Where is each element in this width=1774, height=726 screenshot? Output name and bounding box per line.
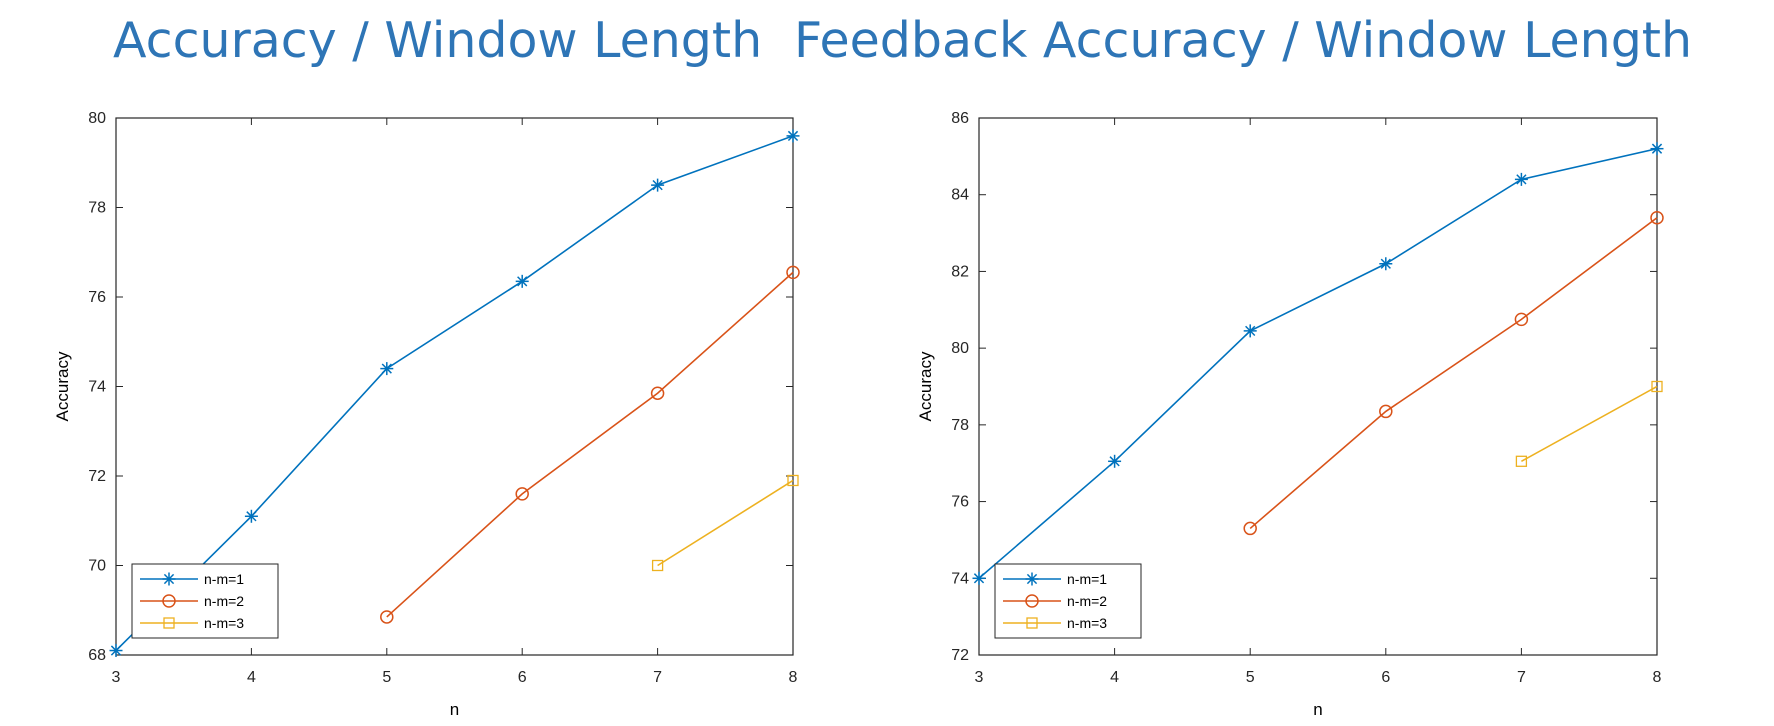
data-point-n-m=1-stroke <box>1651 143 1663 154</box>
data-point-n-m=2 <box>786 265 800 280</box>
data-point-n-m=1 <box>1514 172 1528 186</box>
legend-label-n-m=3: n-m=3 <box>1067 615 1107 631</box>
y-tick-label: 74 <box>88 379 106 396</box>
series-line-n-m=1 <box>115 135 794 652</box>
legend-label-n-m=1: n-m=1 <box>204 571 244 587</box>
data-point-n-m=1 <box>1379 257 1393 271</box>
legend-label-n-m=3: n-m=3 <box>204 615 244 631</box>
y-tick-label: 72 <box>951 647 969 664</box>
y-tick-label: 86 <box>951 110 969 127</box>
data-point-n-m=1-stroke <box>787 130 799 142</box>
data-point-n-m=1 <box>1108 454 1122 468</box>
data-point-n-m=1 <box>651 178 665 192</box>
y-axis-label: Accuracy <box>916 351 935 421</box>
y-tick-label: 74 <box>951 570 969 587</box>
series-line-n-m=3 <box>1521 385 1658 462</box>
legend-marker-n-m=2 <box>1025 594 1039 608</box>
x-tick-label: 5 <box>1246 669 1255 686</box>
x-tick-label: 4 <box>1110 669 1119 686</box>
y-tick-label: 78 <box>88 200 106 217</box>
data-point-n-m=1 <box>1650 142 1664 156</box>
data-point-n-m=2 <box>515 487 529 501</box>
data-point-n-m=1-stroke <box>1380 258 1391 269</box>
series-line-n-m=3 <box>657 479 794 567</box>
data-point-n-m=3 <box>651 559 664 572</box>
data-point-n-m=1-stroke <box>517 276 528 287</box>
data-point-n-m=1-stroke <box>1516 174 1527 185</box>
data-point-n-m=1-stroke <box>973 573 985 584</box>
x-tick-label: 6 <box>1381 669 1390 686</box>
data-point-n-m=1-stroke <box>1109 456 1120 467</box>
legend-marker-n-m=1 <box>1025 572 1039 586</box>
legend-marker-n-m=1-stroke <box>163 573 175 585</box>
x-tick-label: 7 <box>1517 669 1526 686</box>
data-point-n-m=1 <box>109 644 123 658</box>
legend-marker-n-m=3 <box>163 617 175 629</box>
data-point-n-m=1 <box>972 571 986 585</box>
chart-title-accuracy: Accuracy / Window Length <box>113 12 763 69</box>
data-point-n-m=1 <box>244 509 258 523</box>
x-tick-label: 3 <box>112 669 121 686</box>
y-tick-label: 76 <box>951 494 969 511</box>
data-point-n-m=2 <box>380 610 394 624</box>
x-tick-label: 3 <box>975 669 984 686</box>
legend-marker-n-m=2 <box>162 594 176 608</box>
x-tick-label: 7 <box>653 669 662 686</box>
y-tick-label: 70 <box>88 558 106 575</box>
data-point-n-m=1 <box>786 129 800 143</box>
x-axis-label: n <box>1313 700 1322 719</box>
legend-marker-n-m=1 <box>162 572 176 586</box>
x-tick-label: 5 <box>382 669 391 686</box>
data-point-n-m=2 <box>1514 312 1529 327</box>
legend-marker-n-m=1-stroke <box>1026 573 1038 585</box>
y-tick-label: 80 <box>88 110 106 127</box>
legend-label-n-m=2: n-m=2 <box>1067 593 1107 609</box>
legend-label-n-m=2: n-m=2 <box>204 593 244 609</box>
y-tick-label: 78 <box>951 417 969 434</box>
data-point-n-m=2 <box>1379 404 1393 419</box>
data-point-n-m=2 <box>1243 521 1257 536</box>
y-tick-label: 82 <box>951 263 969 280</box>
x-tick-label: 8 <box>1653 669 1662 686</box>
x-tick-label: 6 <box>518 669 527 686</box>
data-point-n-m=1 <box>380 362 394 376</box>
data-point-n-m=1 <box>515 274 529 288</box>
data-point-n-m=1-stroke <box>246 511 257 522</box>
y-tick-label: 68 <box>88 647 106 664</box>
series-line-n-m=2 <box>1249 217 1658 530</box>
legend-label-n-m=1: n-m=1 <box>1067 571 1107 587</box>
y-axis-label: Accuracy <box>53 351 72 421</box>
series-line-n-m=1 <box>978 147 1658 579</box>
x-axis-label: n <box>450 700 459 719</box>
data-point-n-m=1 <box>1243 324 1257 338</box>
data-point-n-m=1-stroke <box>1245 325 1256 337</box>
x-tick-label: 4 <box>247 669 256 686</box>
y-tick-label: 84 <box>951 187 969 204</box>
data-point-n-m=3 <box>1515 455 1528 467</box>
data-point-n-m=1-stroke <box>110 645 122 656</box>
series-line-n-m=2 <box>386 271 794 618</box>
chart-title-feedback-accuracy: Feedback Accuracy / Window Length <box>794 12 1693 69</box>
y-tick-label: 80 <box>951 340 969 357</box>
data-point-n-m=3 <box>1651 380 1663 393</box>
y-tick-label: 76 <box>88 289 106 306</box>
data-point-n-m=3 <box>787 474 799 487</box>
data-point-n-m=2 <box>650 386 665 400</box>
data-point-n-m=1-stroke <box>381 363 392 374</box>
y-tick-label: 72 <box>88 468 106 485</box>
legend-marker-n-m=3 <box>1026 617 1038 629</box>
data-point-n-m=1-stroke <box>652 179 663 191</box>
data-point-n-m=2 <box>1650 210 1664 225</box>
x-tick-label: 8 <box>789 669 798 686</box>
